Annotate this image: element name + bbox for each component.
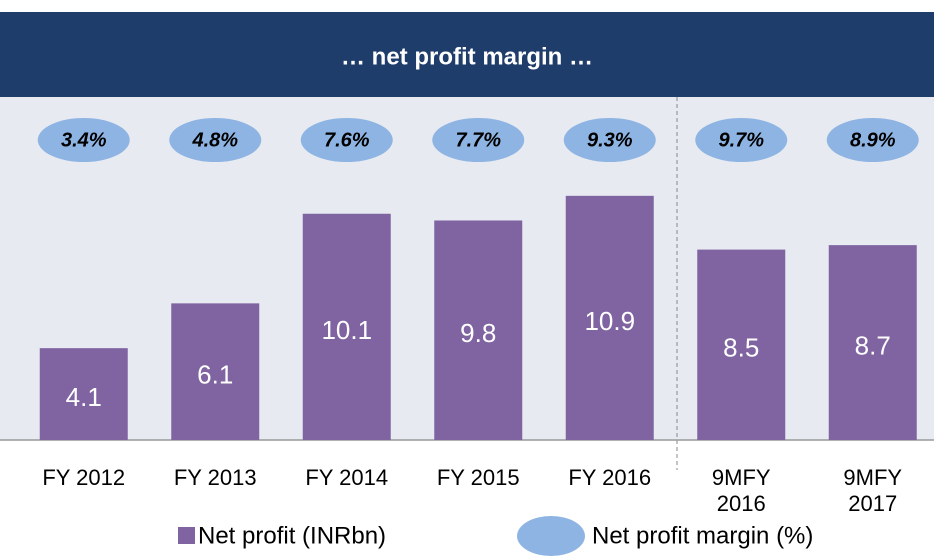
x-tick-label: FY 2014 [305, 465, 389, 490]
bar-value-label: 4.1 [66, 382, 102, 412]
margin-label: 9.7% [718, 129, 764, 151]
legend-swatch [517, 516, 585, 556]
margin-label: 7.6% [324, 129, 370, 151]
bar-value-label: 6.1 [197, 360, 233, 390]
margin-bubble [563, 118, 656, 162]
legend-swatch [178, 527, 195, 544]
bar [434, 220, 523, 440]
bar [697, 249, 786, 440]
margin-bubble [695, 118, 788, 162]
bar [39, 348, 128, 440]
margin-bubble [432, 118, 525, 162]
x-tick-label: FY 2016 [568, 465, 652, 490]
bar-value-label: 10.1 [321, 315, 372, 345]
bar-value-label: 10.9 [584, 306, 635, 336]
x-tick-label: FY 2012 [42, 465, 126, 490]
x-tick-label: FY 2013 [173, 465, 257, 490]
x-tick-label: 9MFY 2016 [711, 465, 771, 516]
bar-value-label: 8.5 [723, 333, 759, 363]
legend-label: Net profit margin (%) [592, 522, 813, 549]
x-tick-label: FY 2015 [436, 465, 520, 490]
chart-title: … net profit margin … [341, 43, 593, 70]
margin-label: 3.4% [61, 129, 107, 151]
bar-value-label: 8.7 [855, 330, 891, 360]
margin-bubble [826, 118, 919, 162]
margin-label: 7.7% [455, 129, 501, 151]
margin-label: 4.8% [191, 129, 238, 151]
margin-bubble [37, 118, 130, 162]
bar [565, 195, 654, 440]
margin-label: 9.3% [587, 129, 633, 151]
bar-value-label: 9.8 [460, 318, 496, 348]
bar [302, 213, 391, 440]
title-banner [0, 12, 934, 97]
x-tick-label: 9MFY 2017 [843, 465, 903, 516]
bar [171, 303, 260, 440]
margin-label: 8.9% [850, 129, 896, 151]
margin-bubble [300, 118, 393, 162]
bar [828, 245, 917, 440]
legend-label: Net profit (INRbn) [198, 522, 386, 549]
margin-bubble [169, 118, 262, 162]
